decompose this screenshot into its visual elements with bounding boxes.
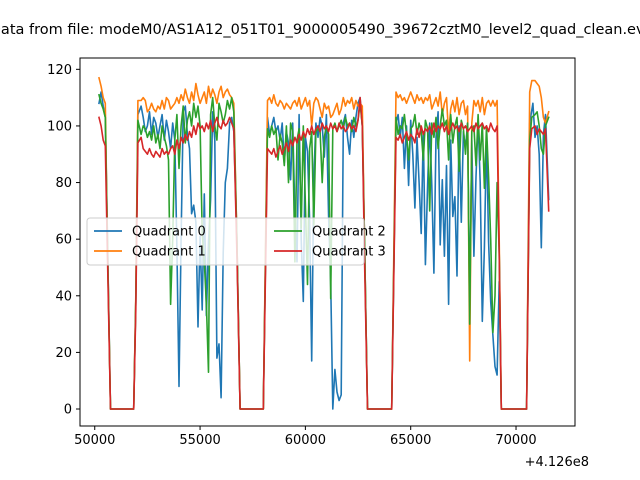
legend-label-quadrant-3: Quadrant 3 xyxy=(312,245,386,260)
y-tick-label: 100 xyxy=(47,119,72,134)
x-axis: 50000 55000 60000 65000 70000 xyxy=(74,426,537,448)
plot-series-group xyxy=(98,76,550,410)
plot-area-frame xyxy=(79,57,576,427)
x-tick-label: 60000 xyxy=(285,433,326,448)
y-tick-label: 40 xyxy=(55,289,72,304)
legend-label-quadrant-1: Quadrant 1 xyxy=(132,245,206,260)
series-line-quadrant-1 xyxy=(98,76,550,410)
x-tick-label: 65000 xyxy=(390,433,431,448)
y-axis: 0 20 40 60 80 100 120 xyxy=(47,63,80,418)
legend-box xyxy=(86,217,365,266)
x-tick-label: 50000 xyxy=(74,433,115,448)
x-tick-label: 70000 xyxy=(495,433,536,448)
legend-label-quadrant-0: Quadrant 0 xyxy=(132,225,206,240)
y-tick-label: 80 xyxy=(55,176,72,191)
y-tick-label: 20 xyxy=(55,346,72,361)
x-axis-offset-label: +4.126e8 xyxy=(525,455,589,470)
series-line-quadrant-3 xyxy=(98,96,550,410)
chart-legend: Quadrant 0 Quadrant 1 Quadrant 2 Quadrant 3 xyxy=(86,217,386,266)
legend-label-quadrant-2: Quadrant 2 xyxy=(312,225,386,240)
y-tick-label: 0 xyxy=(64,403,72,418)
y-tick-label: 60 xyxy=(55,233,72,248)
x-tick-label: 55000 xyxy=(179,433,220,448)
chart-title: Data from file: modeM0/AS1A12_051T01_900… xyxy=(0,22,640,38)
y-tick-label: 120 xyxy=(47,63,72,78)
